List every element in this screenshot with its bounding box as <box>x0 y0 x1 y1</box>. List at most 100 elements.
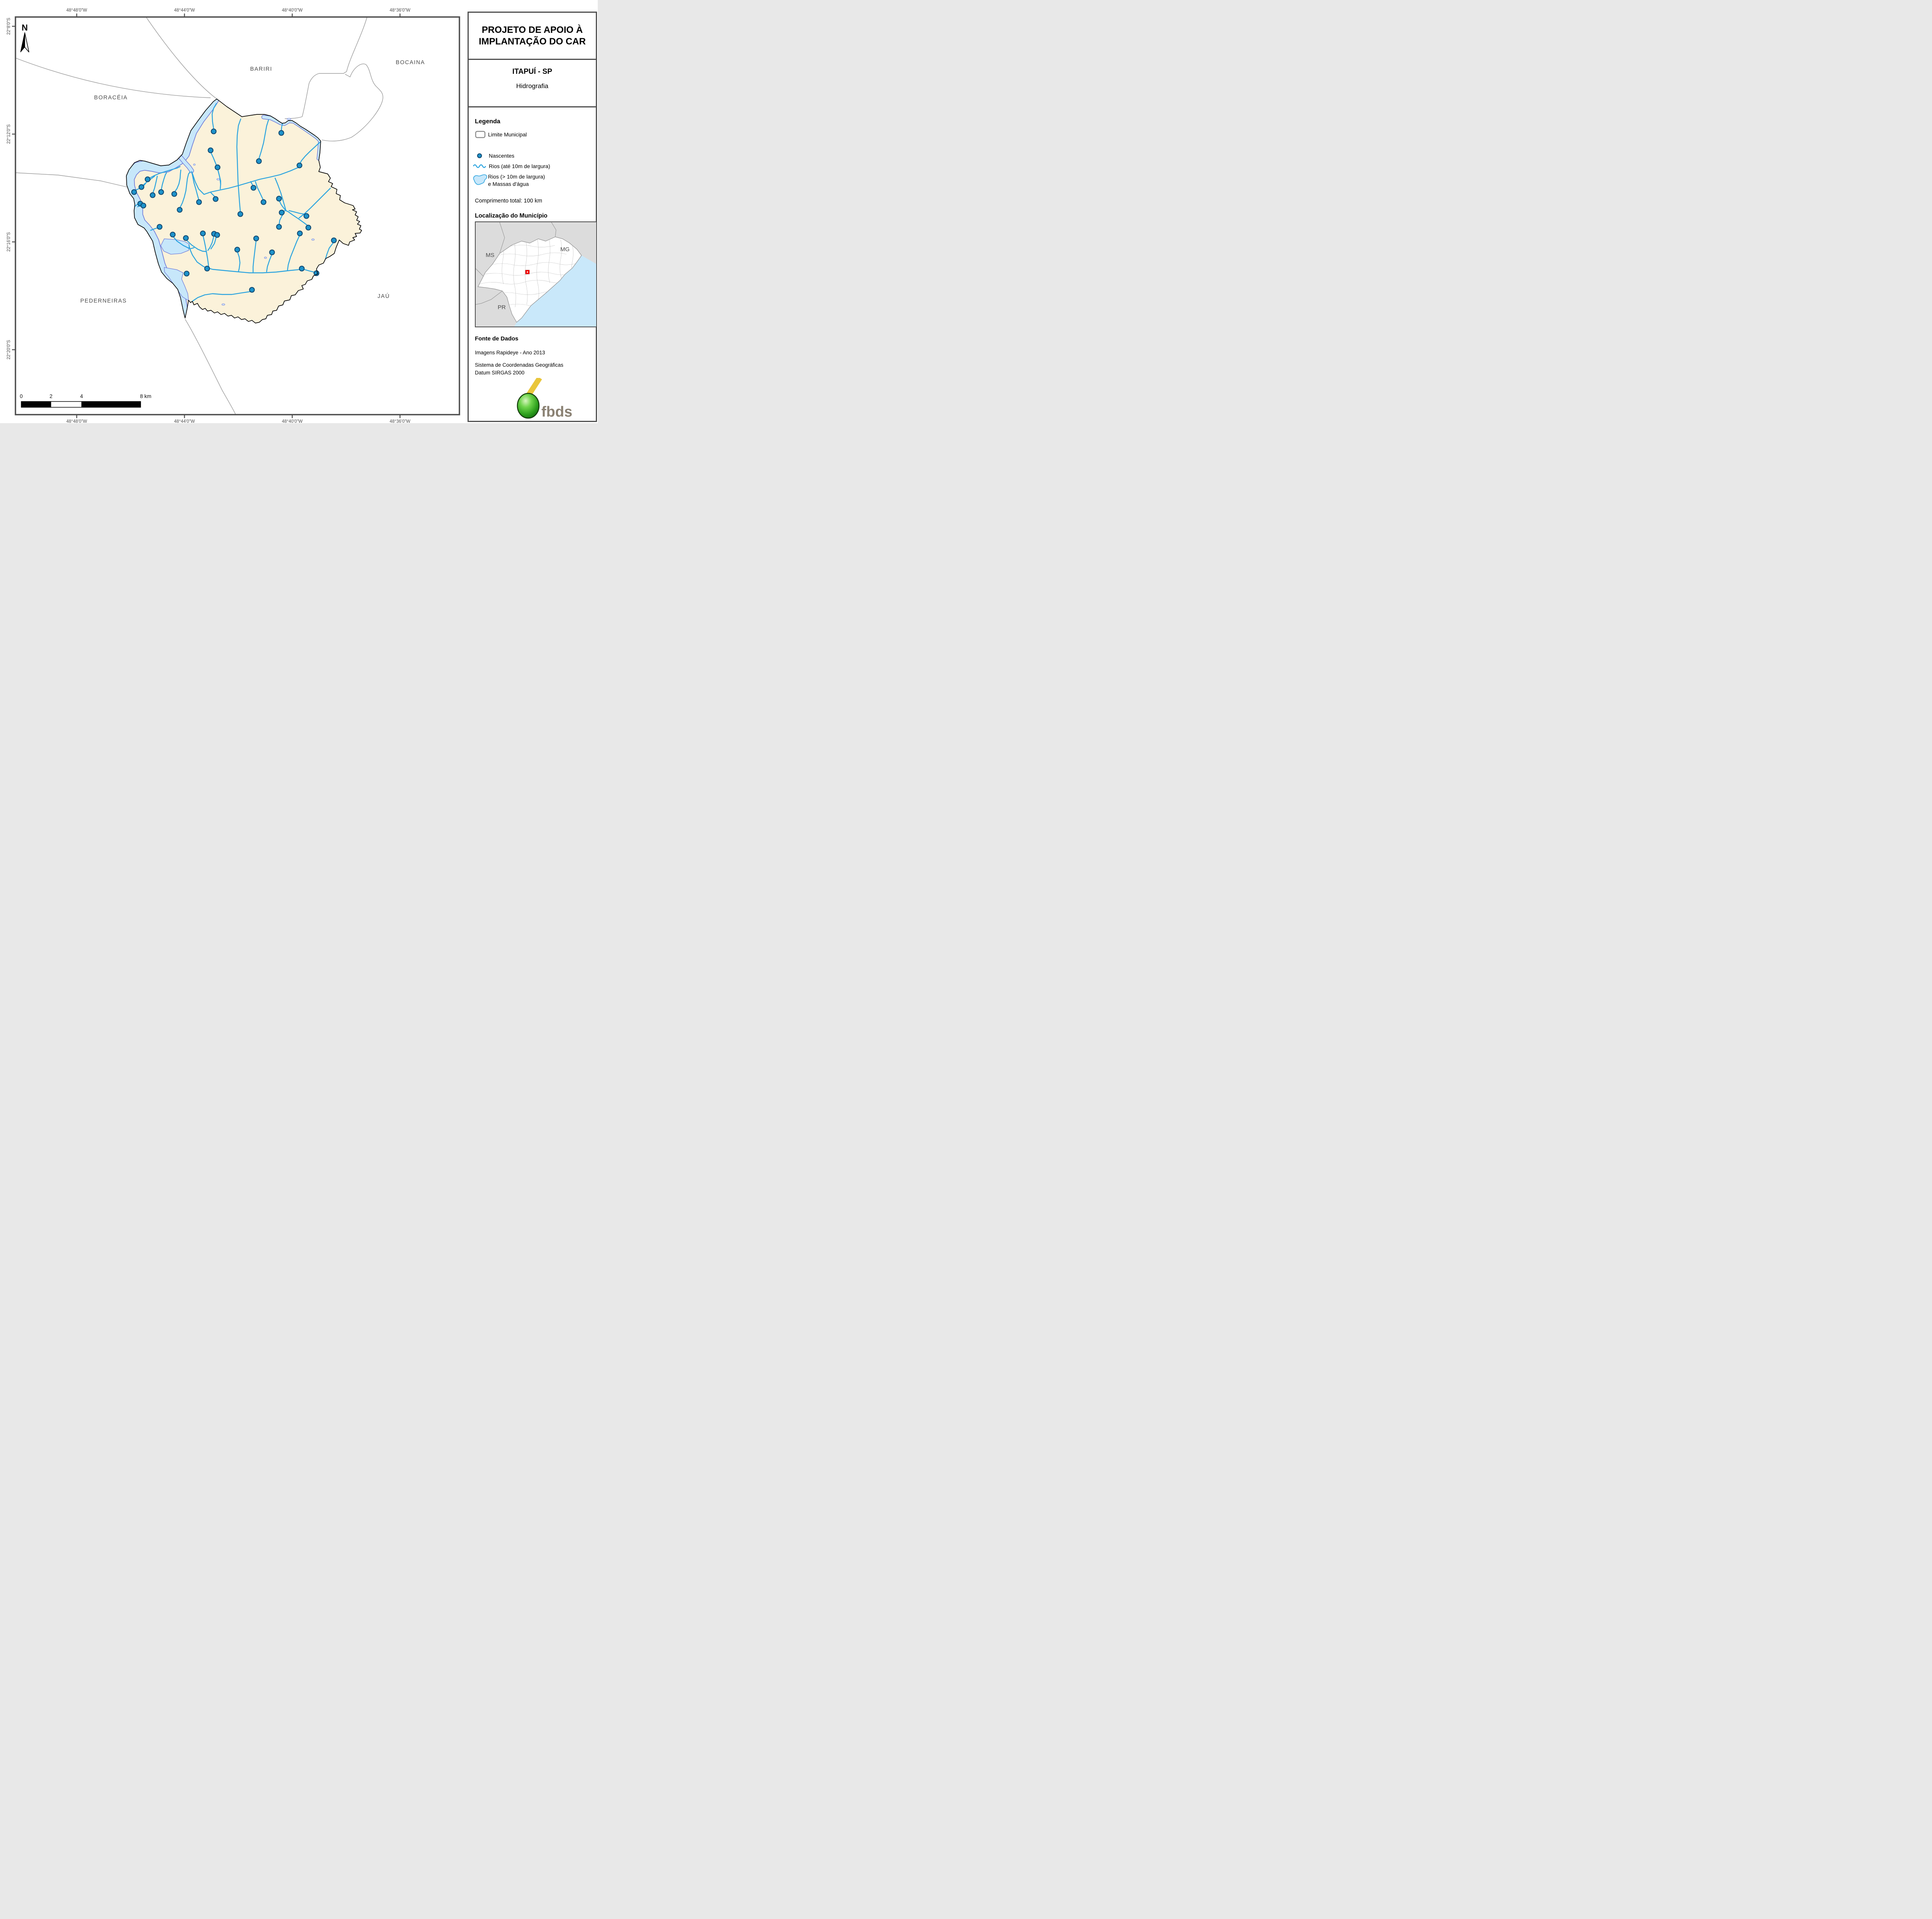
nascentes-markers <box>131 128 337 293</box>
nascente-marker <box>145 176 151 182</box>
left-axis-label: 22°16'0"S <box>7 232 11 252</box>
legend-massas-label: Rios (> 10m de largura) e Massas d'água <box>488 173 545 188</box>
nascente-marker <box>279 209 285 216</box>
nascente-marker <box>196 199 202 205</box>
bottom-axis-label: 48°44'0"W <box>174 419 195 423</box>
locator-map-canvas: MS MG PR <box>475 222 596 327</box>
bottom-axis-label: 48°36'0"W <box>389 419 410 423</box>
marker-center-dot <box>527 271 528 273</box>
nascente-marker <box>253 235 259 242</box>
legend-rios-label: Rios (até 10m de largura) <box>489 163 550 169</box>
legend-nascentes-label: Nascentes <box>489 153 515 159</box>
fonte-header: Fonte de Dados <box>475 335 519 342</box>
logo-text: fbds <box>541 404 572 420</box>
nascente-marker <box>211 128 217 134</box>
rios-swatch <box>473 164 486 168</box>
legend-limite-label: Limite Municipal <box>488 131 527 138</box>
locator-inset-map: MS MG PR <box>475 221 597 327</box>
title-line1: PROJETO DE APOIO À <box>481 24 583 35</box>
town-label-jaú: JAÚ <box>378 293 390 299</box>
left-axis-label: 22°8'0"S <box>7 18 11 35</box>
scalebar-label: 4 <box>80 393 83 399</box>
nascente-marker <box>177 207 183 213</box>
fonte-line1: Imagens Rapideye - Ano 2013 <box>475 350 545 356</box>
map-document: BARIRI BOCAINA BORACÉIA PEDERNEIRAS JAÚ 48°4… <box>0 0 598 423</box>
legend-header: Legenda <box>475 118 500 125</box>
nascente-marker <box>269 249 275 255</box>
nascente-marker <box>237 211 243 217</box>
inset-label-mg: MG <box>560 246 570 253</box>
nascente-marker <box>183 235 189 241</box>
nascente-marker <box>331 237 337 243</box>
nascente-marker <box>256 158 262 164</box>
town-labels: BARIRI BOCAINA BORACÉIA PEDERNEIRAS JAÚ <box>80 60 425 304</box>
map-theme: Hidrografia <box>516 82 549 90</box>
massas-line2: e Massas d'água <box>488 181 529 187</box>
localizacao-header: Localização do Município <box>475 213 548 219</box>
ocean <box>514 255 596 327</box>
nascente-marker <box>158 189 164 195</box>
north-arrow-label: N <box>22 23 28 32</box>
nascente-marker <box>131 189 137 195</box>
limite-municipal-swatch <box>475 131 486 138</box>
nascentes-swatch <box>477 153 482 158</box>
nascente-marker <box>200 230 206 236</box>
map-subtitle-block: ITAPUÍ - SP Hidrografia <box>469 68 596 107</box>
legend-rios-row: Rios (até 10m de largura) <box>473 163 550 169</box>
inset-label-ms: MS <box>486 252 495 259</box>
info-panel: PROJETO DE APOIO À IMPLANTAÇÃO DO CAR IT… <box>468 12 597 422</box>
title-line2: IMPLANTAÇÃO DO CAR <box>479 36 586 47</box>
town-label-bariri: BARIRI <box>250 66 272 72</box>
top-axis-label: 48°48'0"W <box>66 8 87 13</box>
nascente-marker <box>260 199 267 205</box>
coordinate-axes: 48°48'0"W 48°44'0"W 48°40'0"W 48°36'0"W 48°4… <box>7 8 410 423</box>
neighbor-boundaries <box>15 17 383 415</box>
map-frame <box>15 16 460 415</box>
nascente-marker <box>313 270 320 276</box>
top-axis-label: 48°40'0"W <box>282 8 303 13</box>
scalebar-label: 8 km <box>140 393 151 399</box>
massas-agua-swatch <box>473 174 487 185</box>
nascente-marker <box>296 162 303 168</box>
town-label-bocaina: BOCAINA <box>396 60 425 66</box>
fonte-line3: Datum SIRGAS 2000 <box>475 370 525 376</box>
logo-green-sphere <box>517 393 540 419</box>
nascente-marker <box>249 287 255 293</box>
fbds-logo: fbds <box>515 376 592 423</box>
municipality-area <box>126 99 362 323</box>
massas-line1: Rios (> 10m de largura) <box>488 174 545 180</box>
nascente-marker <box>138 184 145 190</box>
scalebar-label: 0 <box>20 393 23 399</box>
nascente-marker <box>214 164 221 170</box>
panel-body: Legenda Limite Municipal Nascentes Rios … <box>469 107 597 423</box>
nascente-marker <box>278 130 284 136</box>
nascente-marker <box>150 192 156 198</box>
top-axis-label: 48°44'0"W <box>174 8 195 13</box>
legend-massas-row: Rios (> 10m de largura) e Massas d'água <box>472 173 545 190</box>
nascente-marker <box>140 202 146 209</box>
nascente-marker <box>170 231 176 238</box>
nascente-marker <box>156 224 163 230</box>
nascente-marker <box>297 230 303 236</box>
bottom-axis-label: 48°48'0"W <box>66 419 87 423</box>
nascente-marker <box>214 232 220 238</box>
scale-bar: 0 2 4 8 km <box>20 393 151 408</box>
inset-label-pr: PR <box>498 304 506 311</box>
nascente-marker <box>305 225 311 231</box>
nascente-marker <box>207 147 214 153</box>
project-title: PROJETO DE APOIO À IMPLANTAÇÃO DO CAR <box>469 13 596 60</box>
municipality-name: ITAPUÍ - SP <box>512 68 553 76</box>
top-axis-label: 48°36'0"W <box>389 8 410 13</box>
town-label-boracéia: BORACÉIA <box>94 94 128 101</box>
nascente-marker <box>250 185 257 191</box>
left-axis-label: 22°20'0"S <box>7 340 11 359</box>
nascente-marker <box>299 265 305 272</box>
nascente-marker <box>213 196 219 202</box>
north-arrow: N <box>20 23 29 53</box>
nascente-marker <box>204 265 210 272</box>
legend-limite-row: Limite Municipal <box>475 131 527 138</box>
ponds <box>193 118 315 306</box>
nascente-marker <box>234 247 240 253</box>
nascente-marker <box>276 224 282 230</box>
town-label-pederneiras: PEDERNEIRAS <box>80 298 127 304</box>
